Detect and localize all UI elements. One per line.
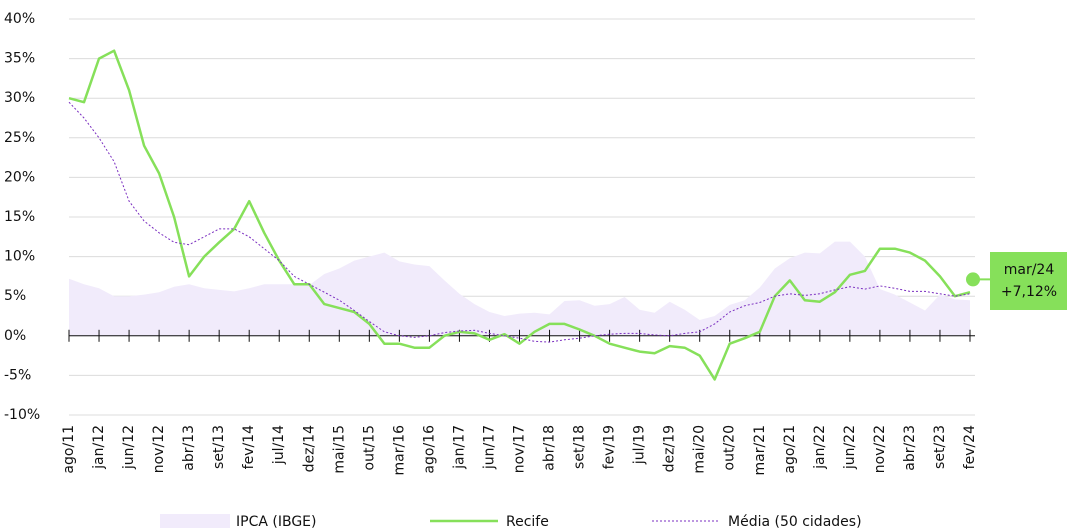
- x-tick-label: dez/19: [662, 425, 678, 472]
- y-tick-label: 15%: [4, 209, 35, 225]
- x-tick-label: mai/20: [692, 425, 708, 474]
- x-tick-label: fev/14: [241, 425, 257, 469]
- x-tick-label: abr/13: [181, 425, 197, 471]
- x-tick-label: set/18: [572, 425, 588, 469]
- x-tick-label: jan/17: [451, 425, 467, 470]
- y-tick-label: 10%: [4, 249, 35, 265]
- annotation-point: [966, 272, 981, 287]
- x-tick-label: jul/19: [632, 425, 648, 465]
- annotation-box: [990, 252, 1067, 310]
- area: [69, 241, 970, 336]
- y-tick-label: 25%: [4, 130, 35, 146]
- x-tick-label: ago/21: [782, 425, 798, 474]
- x-tick-label: jun/12: [121, 425, 137, 470]
- y-tick-label: -5%: [4, 367, 31, 383]
- y-tick-label: -10%: [4, 407, 40, 423]
- legend-label: IPCA (IBGE): [236, 514, 316, 530]
- x-tick-label: fev/24: [962, 425, 978, 469]
- x-tick-label: ago/11: [61, 425, 77, 474]
- line: [68, 49, 971, 381]
- annotation-label: mar/24: [1004, 262, 1055, 278]
- x-tick-label: nov/17: [512, 425, 528, 473]
- x-tick-label: nov/22: [872, 425, 888, 473]
- x-tick-label: ago/16: [421, 425, 437, 474]
- y-tick-label: 40%: [4, 11, 35, 27]
- x-tick-label: abr/18: [542, 425, 558, 471]
- x-tick-label: jul/14: [271, 425, 287, 465]
- y-tick-label: 30%: [4, 90, 35, 106]
- y-tick-label: 0%: [4, 328, 26, 344]
- y-tick-label: 20%: [4, 169, 35, 185]
- y-tick-label: 35%: [4, 51, 35, 67]
- x-tick-label: set/23: [932, 425, 948, 469]
- legend-label: Recife: [506, 514, 549, 530]
- line: [68, 101, 971, 343]
- x-tick-label: dez/14: [301, 425, 317, 472]
- x-tick-label: out/20: [722, 425, 738, 470]
- annotation-value: +7,12%: [1001, 284, 1057, 300]
- legend-label: Média (50 cidades): [728, 514, 862, 530]
- x-tick-label: jun/17: [481, 425, 497, 470]
- x-tick-label: jun/22: [842, 425, 858, 470]
- x-tick-label: mar/21: [752, 425, 768, 476]
- x-tick-label: mar/16: [391, 425, 407, 476]
- x-tick-label: abr/23: [902, 425, 918, 471]
- x-tick-label: fev/19: [602, 425, 618, 469]
- x-tick-label: jan/22: [812, 425, 828, 470]
- x-tick-label: jan/12: [91, 425, 107, 470]
- x-tick-label: set/13: [211, 425, 227, 469]
- x-tick-label: nov/12: [151, 425, 167, 473]
- y-tick-label: 5%: [4, 288, 26, 304]
- x-tick-label: out/15: [361, 425, 377, 470]
- x-tick-label: mai/15: [331, 425, 347, 474]
- legend-swatch: [160, 514, 230, 528]
